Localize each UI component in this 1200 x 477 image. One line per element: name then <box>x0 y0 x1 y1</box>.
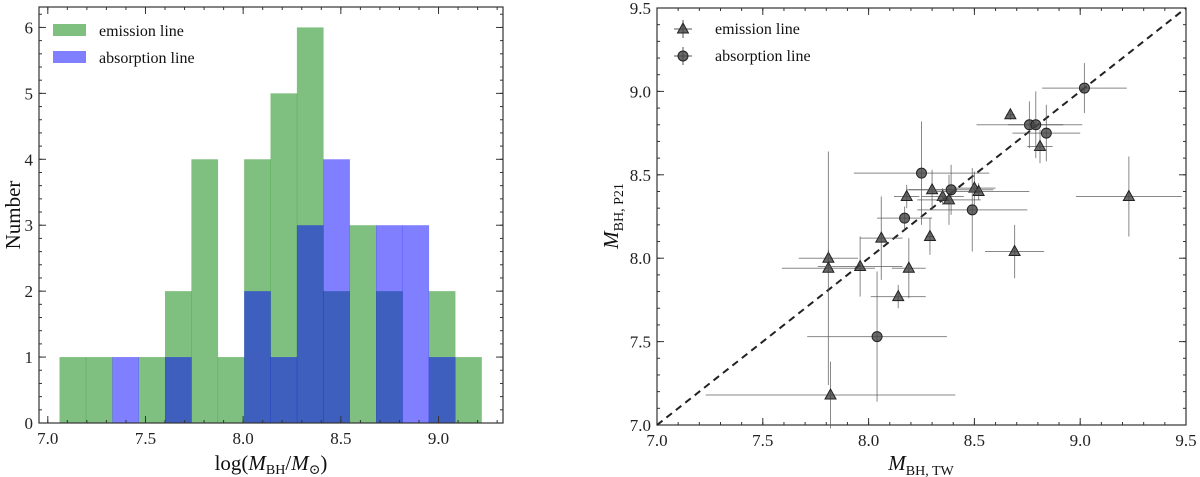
emission-point <box>891 289 905 302</box>
absorption-histogram-bar <box>376 225 403 423</box>
absorption-point <box>966 204 978 216</box>
hist-y-tick-label: 3 <box>25 216 34 235</box>
absorption-histogram-bar <box>323 159 350 423</box>
hist-xlabel: log(MBH/M⊙) <box>215 451 328 477</box>
emission-point <box>1004 107 1017 120</box>
scatter-y-tick-label: 7.5 <box>630 333 651 352</box>
hist-x-tick-label: 9.0 <box>428 429 449 448</box>
emission-histogram-bar <box>85 357 113 423</box>
hist-axes-frame <box>38 6 504 424</box>
scatter-x-tick-label: 7.0 <box>646 431 667 450</box>
absorption-histogram-bar <box>165 357 192 423</box>
absorption-point <box>1040 127 1052 139</box>
emission-point <box>824 387 837 400</box>
hist-x-tick-label: 8.0 <box>233 429 254 448</box>
emission-point <box>925 182 939 195</box>
hist-ylabel: Number <box>1 181 25 250</box>
absorption-histogram-bar <box>428 357 456 423</box>
emission-point <box>874 231 888 243</box>
legend-swatch <box>53 24 86 36</box>
emission-point <box>900 189 914 201</box>
absorption-point <box>916 167 927 179</box>
scatter-y-tick-label: 8.0 <box>630 249 651 268</box>
absorption-histogram-bar <box>270 357 298 423</box>
scatter-x-tick-label: 8.5 <box>964 431 985 450</box>
emission-point <box>923 229 937 242</box>
emission-histogram-bar <box>191 159 219 423</box>
hist-y-tick-label: 5 <box>25 84 34 103</box>
legend-marker <box>677 50 689 62</box>
legend-label: absorption line <box>715 48 811 65</box>
absorption-point <box>945 184 957 196</box>
scatter-y-tick-label: 7.0 <box>630 416 651 435</box>
scatter-x-tick-label: 9.0 <box>1070 431 1091 450</box>
emission-histogram-bar <box>455 357 482 423</box>
emission-histogram-bar <box>217 357 245 423</box>
scatter-x-tick-label: 7.5 <box>752 431 773 450</box>
emission-point <box>936 189 950 201</box>
absorption-histogram-bar <box>244 291 271 423</box>
scatter-x-tick-label: 9.5 <box>1175 431 1196 450</box>
scatter-ylabel: MBH, P21 <box>599 183 627 250</box>
scatter-y-tick-label: 9.0 <box>630 82 651 101</box>
emission-point <box>822 261 835 273</box>
emission-point <box>1008 244 1021 257</box>
absorption-histogram-bar <box>296 225 324 423</box>
scatter-panel: 7.0 7.5 8.0 8.5 9.0 9.5 7.0 7.5 8.0 8.5 9.0 9.5 emis… <box>630 0 1197 450</box>
absorption-point <box>1078 82 1090 94</box>
hist-y-tick-label: 4 <box>25 150 34 169</box>
scatter-xlabel: MBH, TW <box>887 451 954 477</box>
emission-point <box>1033 139 1047 151</box>
hist-x-tick-label: 8.5 <box>330 429 351 448</box>
emission-point <box>902 261 916 273</box>
histogram-panel: 7.0 7.5 8.0 8.5 9.0 0 1 2 3 4 5 6 emission line absor… <box>25 6 504 448</box>
scatter-y-tick-label: 9.5 <box>630 0 651 18</box>
scatter-y-tick-label: 8.5 <box>630 166 651 185</box>
emission-histogram-bar <box>59 357 87 423</box>
legend-label: absorption line <box>99 50 195 67</box>
absorption-point <box>1030 119 1042 131</box>
absorption-point <box>871 331 883 343</box>
emission-point <box>972 184 985 196</box>
emission-point <box>1122 189 1136 201</box>
hist-y-tick-label: 0 <box>25 414 34 433</box>
emission-point <box>942 192 956 205</box>
emission-histogram-bar <box>138 357 166 423</box>
hist-y-tick-label: 6 <box>25 18 34 37</box>
hist-y-tick-label: 1 <box>25 348 34 367</box>
absorption-histogram-bar <box>402 225 430 423</box>
emission-histogram-bar <box>349 225 377 423</box>
absorption-histogram-bar <box>112 357 139 423</box>
scatter-x-tick-label: 8.0 <box>858 431 879 450</box>
hist-y-tick-label: 2 <box>25 282 34 301</box>
legend-label: emission line <box>99 23 184 40</box>
legend-label: emission line <box>715 21 800 38</box>
absorption-point <box>899 212 911 224</box>
scatter-axes-frame <box>656 7 1187 426</box>
legend-swatch <box>53 51 86 63</box>
hist-x-tick-label: 7.0 <box>37 429 58 448</box>
emission-point <box>853 259 867 272</box>
legend-marker <box>676 21 690 34</box>
hist-x-tick-label: 7.5 <box>135 429 156 448</box>
